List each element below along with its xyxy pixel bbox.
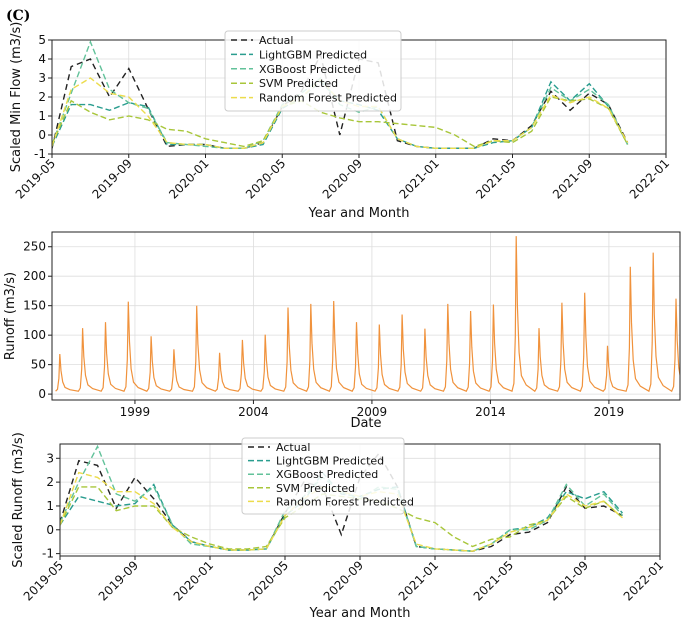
x-tick-label: 2014 [475,405,506,419]
legend-label: XGBoost Predicted [259,63,361,76]
legend-box [241,437,405,515]
x-tick-label: 2021-09 [546,558,591,603]
series-line-actual [60,452,623,552]
legend-label: LightGBM Predicted [259,48,367,61]
legend-label: Actual [259,34,293,47]
x-tick-label: 2019-09 [90,156,135,201]
legend-label: Random Forest Predicted [276,495,414,508]
x-ticks: 2019-05 2019-09 2020-01 2020-05 2020-09 2021-… [21,556,666,604]
x-axis-label: Year and Month [308,206,410,221]
x-tick-label: 2019 [594,405,625,419]
y-tick-label: 4 [38,52,46,66]
y-axis-label: Scaled Runoff (m3/s) [11,432,26,568]
legend-label: Actual [276,441,310,454]
x-tick-label: 2020-05 [246,558,291,603]
x-tick-label: 2021-05 [473,156,518,201]
x-tick-label: 2020-01 [166,156,211,201]
y-axis-label: Runoff (m3/s) [3,272,18,360]
y-tick-label: -1 [34,147,46,161]
x-tick-label: 2021-01 [396,558,441,603]
y-ticks: -1 0 1 2 3 [42,451,60,561]
y-tick-label: 50 [31,358,46,372]
y-tick-label: 2 [38,90,46,104]
legend-label: SVM Predicted [276,482,355,495]
y-tick-label: 3 [38,71,46,85]
panel-label: (C) [6,8,30,24]
y-tick-label: 250 [23,240,46,254]
x-axis-label: Date [350,416,381,431]
scaled-runoff-chart: -1 0 1 2 3 2019-05 2019-09 2020-01 2020-05 2020-… [11,432,666,621]
legend-label: SVM Predicted [259,77,338,90]
x-tick-label: 2019-09 [96,558,141,603]
x-tick-label: 2021-05 [471,558,516,603]
x-ticks: 1999 2004 2009 2014 2019 [120,400,625,419]
series-lines [55,236,680,393]
runoff-line [55,236,680,393]
x-tick-label: 2020-09 [321,558,366,603]
series-line-svm [52,96,629,148]
x-tick-label: 2022-01 [621,558,666,603]
y-ticks: 0 50 100 150 200 250 [23,240,52,401]
legend-label: XGBoost Predicted [276,468,378,481]
legend-box [224,30,402,112]
x-tick-label: 2020-05 [243,156,288,201]
y-ticks: -1 0 1 2 3 4 5 [34,33,52,161]
y-tick-label: 150 [23,299,46,313]
x-tick-label: 2021-09 [550,156,595,201]
legend-label: LightGBM Predicted [276,455,384,468]
y-tick-label: 0 [38,128,46,142]
x-tick-label: 1999 [120,405,151,419]
y-tick-label: 5 [38,33,46,47]
y-tick-label: 100 [23,328,46,342]
y-tick-label: 0 [38,387,46,401]
x-tick-label: 2022-01 [627,156,672,201]
series-line-actual [52,53,629,150]
y-tick-label: 0 [46,523,54,537]
y-axis-label: Scaled Min Flow (m3/s) [9,22,24,173]
x-ticks: 2019-05 2019-09 2020-01 2020-05 2020-09 2021-… [13,154,672,202]
x-tick-label: 2009 [357,405,388,419]
y-tick-label: 3 [46,451,54,465]
x-tick-label: 2021-01 [397,156,442,201]
y-tick-label: 2 [46,475,54,489]
y-tick-label: 1 [38,109,46,123]
y-tick-label: 1 [46,499,54,513]
x-axis-label: Year and Month [309,606,411,621]
axes-frame [51,231,681,401]
y-tick-label: -1 [42,547,54,561]
x-tick-label: 2020-09 [320,156,365,201]
grid-lines [52,232,680,400]
runoff-chart: 0 50 100 150 200 250 1999 2004 2009 2014 2019 Run… [3,231,681,431]
x-tick-label: 2004 [238,405,269,419]
legend-label: Random Forest Predicted [259,92,397,105]
x-tick-label: 2020-01 [171,558,216,603]
y-tick-label: 200 [23,269,46,283]
x-tick-label: 2019-05 [21,558,66,603]
